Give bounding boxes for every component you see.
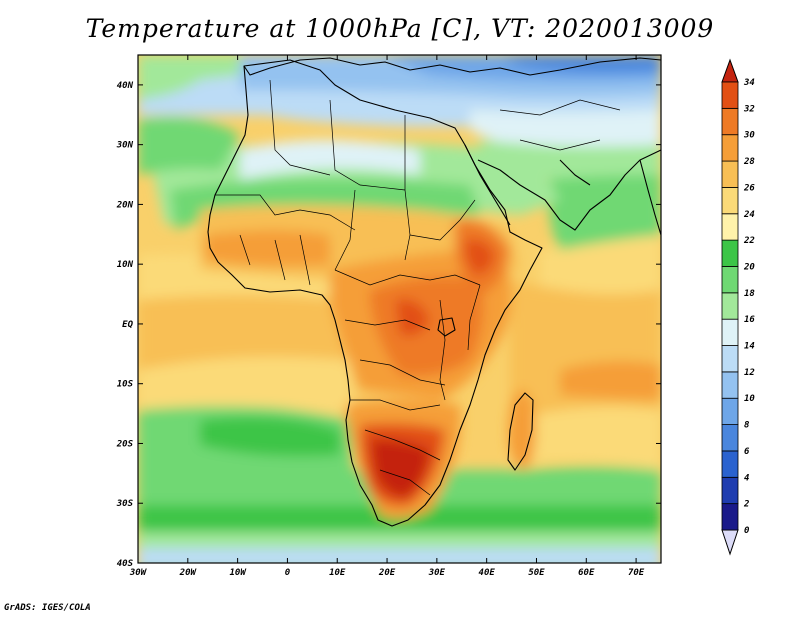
lon-tick-label: 10W	[229, 568, 247, 578]
colorbar-swatch	[721, 160, 739, 188]
colorbar-label: 18	[744, 289, 755, 299]
persian-gulf-line	[559, 159, 591, 186]
colorbar-swatch	[721, 397, 739, 425]
colorbar-swatch	[721, 371, 739, 399]
colorbar-swatch	[721, 503, 739, 531]
map-title: Temperature at 1000hPa [C], VT: 20200130…	[85, 14, 715, 43]
lon-tick-label: 30E	[428, 568, 446, 578]
lon-axis: 30W 20W 10W 0 10E 20E 30E 40E 50E 60E 70E	[129, 55, 645, 578]
colorbar-swatch	[721, 239, 739, 267]
colorbar-label: 28	[743, 157, 755, 167]
colorbar-label: 34	[743, 78, 755, 88]
colorbar-swatch	[721, 318, 739, 346]
colorbar-label: 4	[744, 473, 749, 483]
lat-tick-label: 40N	[117, 81, 134, 91]
plot-frame	[137, 54, 662, 564]
colorbar-label: 10	[744, 394, 755, 404]
colorbar-swatch	[721, 345, 739, 373]
colorbar-under-triangle	[721, 529, 739, 556]
lon-tick-label: 20E	[378, 568, 396, 578]
lat-tick-label: EQ	[122, 320, 133, 330]
lat-tick-label: 10S	[117, 380, 134, 390]
colorbar-swatch	[721, 81, 739, 109]
colorbar-label: 0	[744, 526, 750, 536]
lon-tick-label: 0	[285, 568, 291, 578]
grads-credit: GrADS: IGES/COLA	[4, 603, 91, 613]
lat-tick-label: 40S	[117, 559, 134, 569]
colorbar-swatch	[721, 476, 739, 505]
colorbar-label: 12	[744, 368, 755, 378]
lat-tick-label: 30S	[116, 499, 134, 509]
colorbar-label: 20	[743, 262, 755, 272]
colorbar-swatch	[721, 187, 739, 215]
lon-tick-label: 30W	[129, 568, 148, 578]
lake-victoria	[437, 317, 456, 337]
lat-tick-label: 20N	[116, 200, 134, 210]
colorbar-swatch	[721, 292, 739, 320]
red-sea-line	[464, 144, 511, 226]
colorbar-label: 32	[743, 104, 755, 114]
colorbar-label: 2	[743, 500, 749, 510]
arabia-coastline	[477, 149, 661, 231]
lat-tick-label: 20S	[116, 439, 134, 449]
lat-tick-label: 30N	[116, 141, 134, 151]
colorbar-label: 8	[744, 421, 749, 431]
colorbar-swatch	[721, 450, 739, 478]
lat-tick-label: 10N	[117, 260, 134, 270]
lon-tick-label: 40E	[479, 568, 496, 578]
temperature-field	[138, 55, 661, 563]
country-borders	[215, 79, 621, 496]
colorbar-swatch	[721, 424, 739, 452]
madagascar-coastline	[507, 392, 534, 471]
colorbar-swatch	[721, 266, 739, 294]
lon-tick-label: 70E	[628, 568, 645, 578]
colorbar-label: 26	[743, 183, 755, 193]
colorbar-over-triangle	[721, 58, 739, 83]
colorbar-label: 30	[743, 131, 755, 141]
colorbar-label: 22	[743, 236, 755, 246]
india-coastline	[639, 159, 661, 236]
colorbar-label: 14	[744, 342, 755, 352]
lon-tick-label: 10E	[329, 568, 346, 578]
colorbar-label: 24	[743, 210, 755, 220]
europe-coastline	[243, 57, 661, 76]
lon-tick-label: 20W	[179, 568, 198, 578]
colorbar-label: 16	[744, 315, 755, 325]
colorbar-swatch	[721, 134, 739, 162]
coastlines	[207, 57, 661, 527]
colorbar-label: 6	[744, 447, 750, 457]
colorbar-swatch	[721, 107, 739, 136]
colorbar-swatch	[721, 213, 739, 241]
lat-axis: 40N 30N 20N 10N EQ 10S 20S 30S 40S	[116, 81, 661, 569]
lon-tick-label: 50E	[528, 568, 545, 578]
lon-tick-label: 60E	[578, 568, 595, 578]
